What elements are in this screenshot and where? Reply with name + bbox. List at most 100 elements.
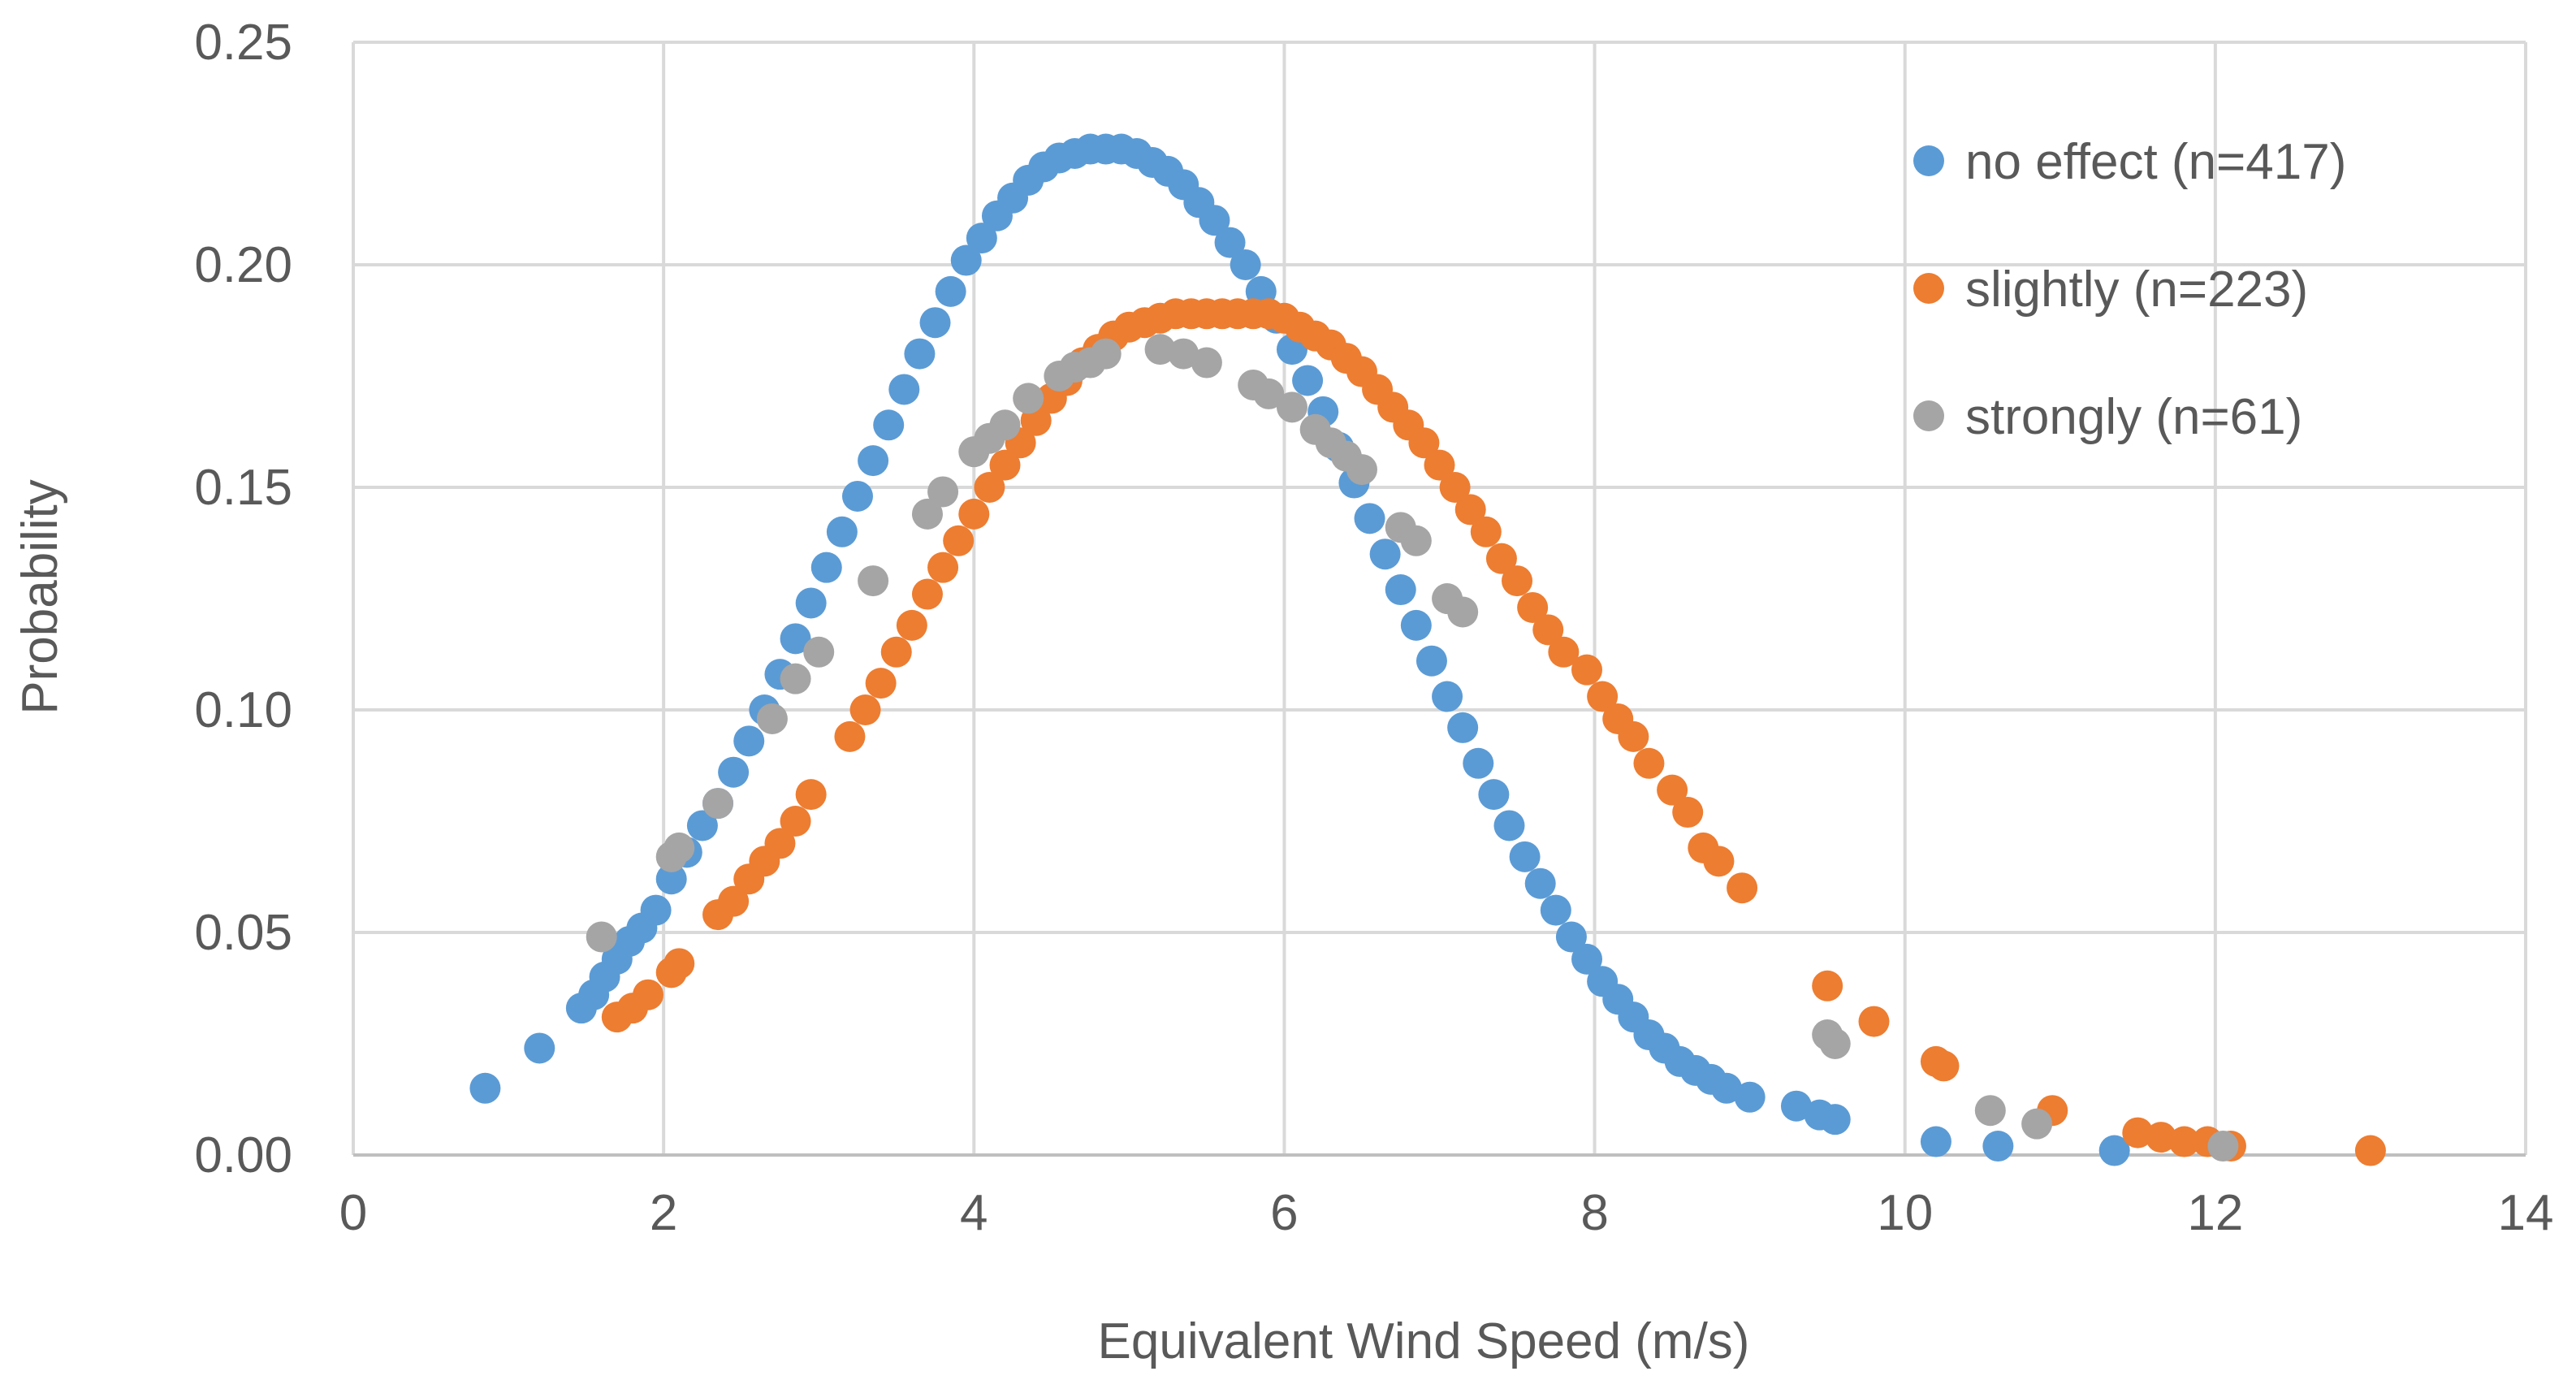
data-point bbox=[1532, 614, 1564, 646]
data-point bbox=[1424, 449, 1455, 481]
data-point bbox=[733, 725, 765, 757]
data-point bbox=[1555, 921, 1587, 953]
x-tick-label: 6 bbox=[1270, 1185, 1298, 1241]
data-point bbox=[2168, 1126, 2200, 1157]
data-point bbox=[640, 894, 672, 926]
data-point bbox=[1432, 681, 1463, 712]
data-point bbox=[1463, 747, 1494, 779]
data-point bbox=[826, 516, 858, 547]
data-point bbox=[1346, 454, 1377, 486]
data-point bbox=[1982, 1131, 2014, 1162]
data-point bbox=[1812, 970, 1843, 1001]
data-point bbox=[880, 636, 912, 668]
x-tick-label: 14 bbox=[2498, 1185, 2554, 1241]
data-point bbox=[1710, 1072, 1742, 1104]
data-point bbox=[1447, 712, 1479, 743]
data-point bbox=[935, 275, 966, 307]
data-point bbox=[1727, 872, 1758, 904]
y-tick-label: 0.05 bbox=[194, 905, 292, 961]
data-point bbox=[1633, 747, 1665, 779]
data-point bbox=[2122, 1117, 2154, 1149]
data-point bbox=[586, 921, 617, 953]
data-point bbox=[1416, 645, 1447, 677]
data-point bbox=[1400, 609, 1432, 641]
data-point bbox=[1819, 1028, 1851, 1059]
x-axis-title: Equivalent Wind Speed (m/s) bbox=[1098, 1313, 1750, 1369]
data-point bbox=[919, 307, 951, 339]
x-tick-label: 10 bbox=[1877, 1185, 1933, 1241]
data-point bbox=[1920, 1126, 1951, 1157]
data-point bbox=[795, 587, 827, 619]
data-point bbox=[1199, 205, 1230, 236]
data-point bbox=[911, 578, 943, 610]
data-point bbox=[2098, 1135, 2130, 1166]
series-2 bbox=[586, 334, 2239, 1162]
data-point bbox=[1013, 383, 1044, 414]
data-point bbox=[2145, 1122, 2176, 1153]
data-point bbox=[1276, 392, 1307, 423]
data-point bbox=[655, 863, 687, 895]
data-point bbox=[989, 449, 1021, 481]
data-point bbox=[1587, 681, 1619, 712]
data-point bbox=[974, 472, 1005, 503]
y-axis-title: Probability bbox=[12, 479, 68, 714]
data-point bbox=[1369, 539, 1401, 570]
x-tick-label: 4 bbox=[960, 1185, 988, 1241]
data-point bbox=[989, 409, 1021, 441]
data-point bbox=[1540, 894, 1571, 926]
y-tick-label: 0.25 bbox=[194, 15, 292, 71]
x-tick-label: 2 bbox=[650, 1185, 677, 1241]
data-point bbox=[1780, 1090, 1812, 1122]
legend-marker bbox=[1913, 145, 1944, 176]
data-point bbox=[896, 609, 927, 641]
data-point bbox=[849, 694, 881, 725]
data-point bbox=[966, 223, 997, 254]
data-point bbox=[524, 1032, 555, 1064]
data-point bbox=[1168, 338, 1199, 370]
data-point bbox=[858, 565, 889, 597]
x-tick-label: 12 bbox=[2187, 1185, 2243, 1241]
data-point bbox=[1385, 574, 1416, 606]
data-point bbox=[1144, 334, 1176, 366]
data-point bbox=[1191, 347, 1222, 379]
data-point bbox=[841, 480, 873, 512]
data-point bbox=[1524, 867, 1556, 899]
data-point bbox=[780, 623, 811, 655]
legend-marker bbox=[1913, 273, 1944, 304]
data-point bbox=[1447, 596, 1479, 628]
data-point bbox=[2207, 1131, 2239, 1162]
data-point bbox=[1928, 1050, 1960, 1082]
data-point bbox=[1548, 636, 1580, 668]
data-point bbox=[1470, 516, 1502, 547]
data-point bbox=[1502, 565, 1533, 597]
data-point bbox=[1439, 472, 1471, 503]
data-point bbox=[795, 779, 827, 811]
data-point bbox=[2021, 1108, 2053, 1140]
data-point bbox=[780, 806, 811, 837]
y-tick-label: 0.00 bbox=[194, 1127, 292, 1183]
data-point bbox=[943, 525, 975, 556]
data-point bbox=[803, 636, 835, 668]
data-point bbox=[1230, 249, 1261, 280]
series-0 bbox=[469, 133, 2130, 1166]
y-tick-label: 0.20 bbox=[194, 237, 292, 293]
x-axis-ticks: 0 2 4 6 8 10 12 14 bbox=[339, 1185, 2554, 1241]
data-point bbox=[904, 338, 936, 370]
data-point bbox=[888, 374, 920, 405]
data-point bbox=[958, 498, 990, 530]
data-point bbox=[469, 1072, 501, 1104]
data-point bbox=[927, 476, 959, 508]
data-point bbox=[927, 552, 959, 583]
data-point bbox=[702, 788, 734, 820]
data-point bbox=[764, 828, 796, 859]
data-point bbox=[1253, 378, 1285, 409]
data-point bbox=[1478, 779, 1510, 811]
data-point bbox=[1571, 654, 1603, 686]
data-point bbox=[756, 703, 788, 734]
data-point bbox=[1571, 943, 1603, 975]
x-tick-label: 8 bbox=[1580, 1185, 1608, 1241]
legend-item: slightly (n=223) bbox=[1913, 262, 2308, 318]
data-point bbox=[1618, 720, 1649, 752]
